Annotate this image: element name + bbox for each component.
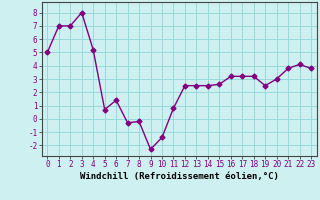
- X-axis label: Windchill (Refroidissement éolien,°C): Windchill (Refroidissement éolien,°C): [80, 172, 279, 181]
